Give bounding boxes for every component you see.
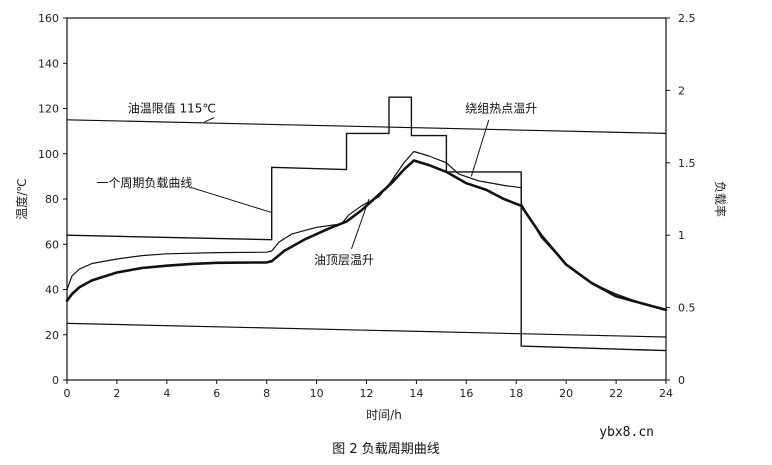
x-tick-label: 4 [163, 387, 170, 400]
load-cycle-curve [66, 96, 667, 352]
y-right-tick-label: 0 [678, 374, 685, 387]
x-tick-label: 20 [559, 387, 573, 400]
y-left-tick-label: 40 [45, 284, 59, 297]
annotation-top-oil: 油顶层温升 [314, 253, 374, 267]
y-left-tick-label: 60 [45, 238, 59, 251]
y-left-tick-label: 80 [45, 193, 59, 206]
x-tick-label: 22 [609, 387, 623, 400]
y-right-tick-label: 1.5 [678, 157, 696, 170]
top-oil-rise-curve [65, 159, 668, 312]
y-right-tick-label: 2.5 [678, 12, 696, 25]
x-tick-label: 14 [409, 387, 423, 400]
y-left-tick-label: 20 [45, 329, 59, 342]
y-left-tick-label: 160 [38, 12, 59, 25]
x-tick-label: 10 [310, 387, 324, 400]
ambient-baseline-line [66, 322, 667, 338]
x-tick-label: 0 [64, 387, 71, 400]
figure-caption: 图 2 负载周期曲线 [332, 442, 440, 457]
x-tick-label: 18 [509, 387, 523, 400]
leader-line [191, 187, 272, 214]
x-tick-label: 24 [659, 387, 673, 400]
x-tick-label: 16 [459, 387, 473, 400]
y-left-tick-label: 120 [38, 103, 59, 116]
leader-line [470, 119, 490, 177]
y-left-axis-title: 温度/℃ [14, 178, 29, 220]
y-right-tick-label: 2 [678, 84, 685, 97]
axes: 0 2 4 6 8 10 12 14 16 18 20 22 240204060801001201401… [14, 12, 728, 422]
annotation-hotspot: 绕组热点温升 [465, 102, 537, 116]
x-axis-title: 时间/h [366, 408, 402, 422]
x-tick-label: 6 [213, 387, 220, 400]
y-left-tick-label: 100 [38, 148, 59, 161]
leader-line [351, 198, 370, 249]
leader-line [204, 117, 215, 123]
y-left-tick-label: 0 [52, 374, 59, 387]
watermark: ybx8.cn [599, 425, 654, 440]
x-tick-label: 12 [360, 387, 374, 400]
x-tick-label: 8 [263, 387, 270, 400]
oil-temp-limit-line [66, 119, 667, 134]
y-right-axis-title: 负载率 [713, 181, 728, 217]
y-right-tick-label: 1 [678, 229, 685, 242]
x-tick-label: 2 [113, 387, 120, 400]
series-group [65, 96, 668, 352]
y-right-tick-label: 0.5 [678, 302, 696, 315]
annotation-oil-limit: 油温限值 115℃ [128, 101, 216, 116]
y-left-tick-label: 140 [38, 57, 59, 70]
annotation-load-cycle: 一个周期负载曲线 [96, 176, 192, 190]
